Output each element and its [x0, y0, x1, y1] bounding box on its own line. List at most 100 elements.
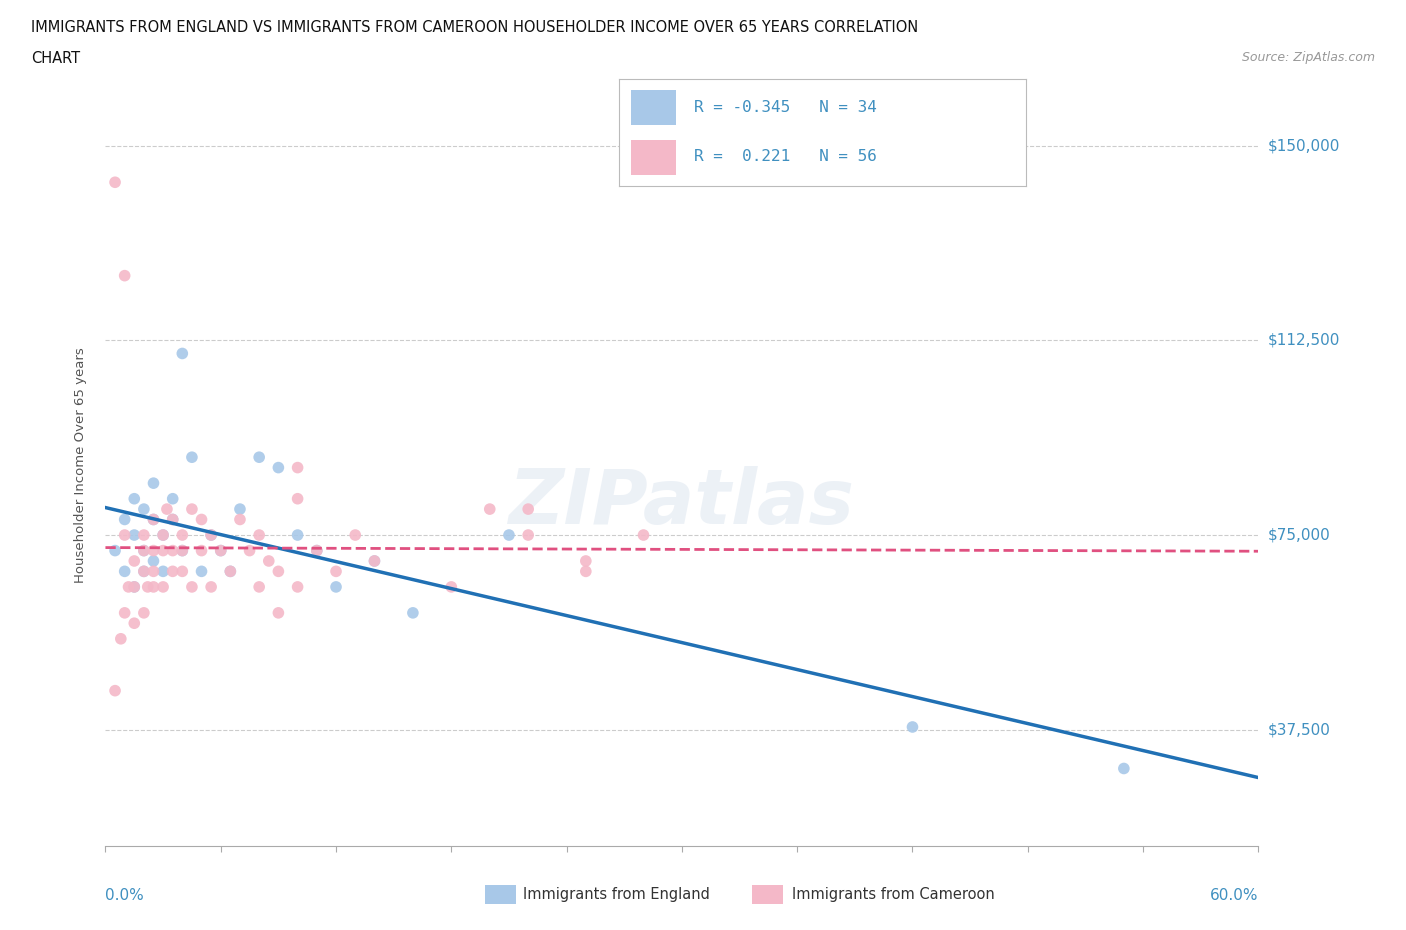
- Point: [247, 579, 270, 594]
- Point: [136, 579, 159, 594]
- Point: [162, 491, 184, 506]
- Point: [104, 684, 127, 698]
- Point: [190, 543, 212, 558]
- Point: [132, 543, 155, 558]
- Text: $150,000: $150,000: [1268, 139, 1340, 153]
- Point: [901, 720, 924, 735]
- Point: [440, 579, 463, 594]
- Point: [132, 501, 155, 516]
- Point: [633, 527, 655, 542]
- Text: Immigrants from Cameroon: Immigrants from Cameroon: [792, 887, 994, 902]
- Point: [287, 491, 309, 506]
- Point: [200, 527, 222, 542]
- Point: [132, 564, 155, 578]
- Point: [498, 527, 520, 542]
- Point: [142, 512, 165, 527]
- Point: [124, 553, 146, 568]
- Y-axis label: Householder Income Over 65 years: Householder Income Over 65 years: [75, 347, 87, 583]
- Point: [124, 491, 146, 506]
- Text: ZIPatlas: ZIPatlas: [509, 466, 855, 540]
- Point: [152, 543, 174, 558]
- Point: [209, 543, 232, 558]
- Point: [575, 564, 598, 578]
- Point: [172, 543, 194, 558]
- Point: [172, 543, 194, 558]
- Point: [229, 512, 252, 527]
- Point: [172, 564, 194, 578]
- Point: [1112, 761, 1135, 776]
- Text: CHART: CHART: [31, 51, 80, 66]
- Point: [305, 543, 328, 558]
- Point: [219, 564, 242, 578]
- Point: [478, 501, 501, 516]
- Point: [114, 527, 136, 542]
- Point: [114, 605, 136, 620]
- Point: [267, 605, 290, 620]
- Point: [132, 605, 155, 620]
- Point: [162, 512, 184, 527]
- Point: [104, 175, 127, 190]
- Point: [162, 512, 184, 527]
- Point: [142, 579, 165, 594]
- Point: [162, 543, 184, 558]
- Point: [180, 579, 202, 594]
- Point: [114, 268, 136, 283]
- Text: R =  0.221   N = 56: R = 0.221 N = 56: [695, 149, 877, 164]
- Point: [190, 512, 212, 527]
- Point: [229, 501, 252, 516]
- Point: [267, 460, 290, 475]
- Text: $37,500: $37,500: [1268, 722, 1331, 737]
- Point: [219, 564, 242, 578]
- Point: [575, 553, 598, 568]
- Point: [142, 512, 165, 527]
- Point: [402, 605, 425, 620]
- Point: [124, 579, 146, 594]
- Point: [200, 579, 222, 594]
- Point: [344, 527, 367, 542]
- Text: Immigrants from England: Immigrants from England: [523, 887, 710, 902]
- Point: [247, 527, 270, 542]
- Point: [132, 527, 155, 542]
- Text: $75,000: $75,000: [1268, 527, 1330, 542]
- Point: [156, 501, 179, 516]
- Point: [152, 527, 174, 542]
- Point: [152, 564, 174, 578]
- Text: 0.0%: 0.0%: [105, 888, 145, 903]
- Point: [110, 631, 132, 646]
- Point: [363, 553, 385, 568]
- Point: [180, 501, 202, 516]
- FancyBboxPatch shape: [631, 140, 676, 175]
- Point: [152, 579, 174, 594]
- Point: [325, 564, 347, 578]
- Point: [132, 564, 155, 578]
- Point: [287, 460, 309, 475]
- Point: [517, 501, 540, 516]
- Point: [172, 527, 194, 542]
- Point: [267, 564, 290, 578]
- Point: [142, 543, 165, 558]
- Point: [305, 543, 328, 558]
- Point: [152, 527, 174, 542]
- Text: IMMIGRANTS FROM ENGLAND VS IMMIGRANTS FROM CAMEROON HOUSEHOLDER INCOME OVER 65 Y: IMMIGRANTS FROM ENGLAND VS IMMIGRANTS FR…: [31, 20, 918, 35]
- Point: [117, 579, 139, 594]
- Text: R = -0.345   N = 34: R = -0.345 N = 34: [695, 100, 877, 115]
- Point: [162, 564, 184, 578]
- Text: Source: ZipAtlas.com: Source: ZipAtlas.com: [1241, 51, 1375, 64]
- Point: [190, 564, 212, 578]
- Point: [124, 527, 146, 542]
- Point: [142, 476, 165, 491]
- Point: [517, 527, 540, 542]
- Point: [172, 346, 194, 361]
- Point: [114, 512, 136, 527]
- Point: [114, 564, 136, 578]
- FancyBboxPatch shape: [631, 90, 676, 125]
- Point: [247, 450, 270, 465]
- Point: [363, 553, 385, 568]
- Point: [142, 553, 165, 568]
- Point: [124, 616, 146, 631]
- Point: [325, 579, 347, 594]
- Point: [239, 543, 262, 558]
- Point: [142, 564, 165, 578]
- Text: $112,500: $112,500: [1268, 333, 1340, 348]
- Point: [124, 579, 146, 594]
